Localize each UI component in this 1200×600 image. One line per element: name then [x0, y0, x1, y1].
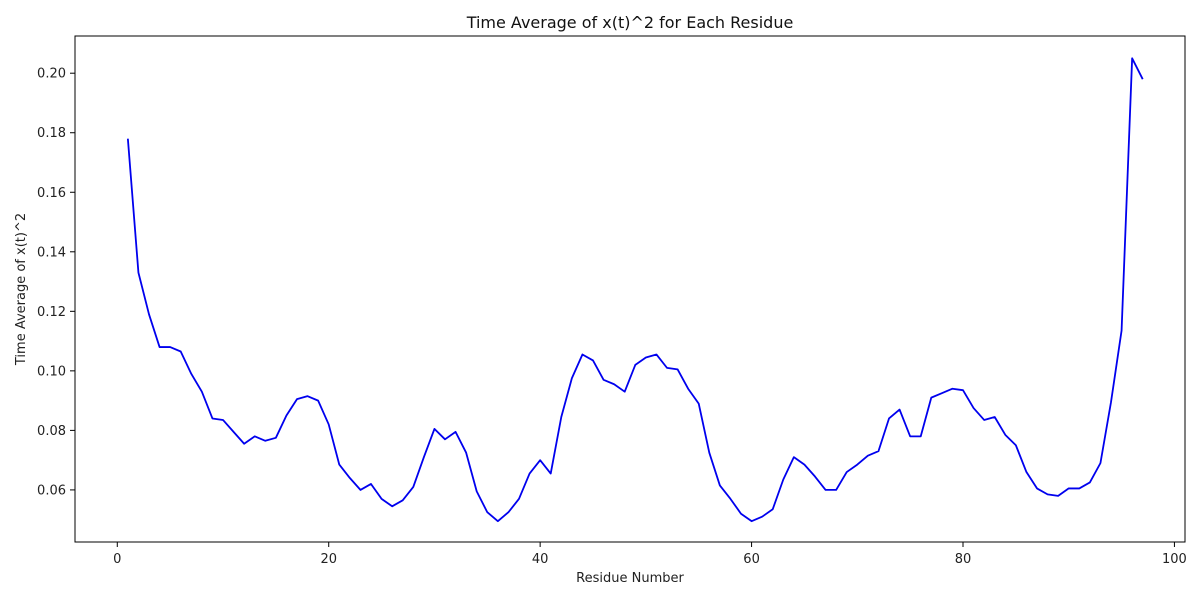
- series-line: [126, 57, 1144, 523]
- chart-title: Time Average of x(t)^2 for Each Residue: [466, 13, 794, 32]
- x-tick-label: 80: [955, 552, 972, 567]
- x-axis: 0 20 40 60 80 100: [113, 542, 1187, 567]
- y-tick-label: 0.06: [37, 483, 66, 498]
- y-tick-label: 0.14: [37, 245, 66, 260]
- x-tick-label: 20: [320, 552, 337, 567]
- x-tick-label: 40: [532, 552, 549, 567]
- series-group: [126, 57, 1144, 523]
- y-tick-label: 0.08: [37, 424, 66, 439]
- y-axis: 0.06 0.08 0.10 0.12 0.14 0.16 0.18 0.20: [37, 67, 75, 498]
- x-tick-label: 100: [1162, 552, 1187, 567]
- y-tick-label: 0.16: [37, 186, 66, 201]
- x-axis-label: Residue Number: [576, 571, 684, 586]
- x-tick-label: 60: [743, 552, 760, 567]
- y-tick-label: 0.18: [37, 126, 66, 141]
- plot-area: [74, 35, 1186, 543]
- y-axis-label: Time Average of x(t)^2: [14, 213, 29, 366]
- y-tick-label: 0.12: [37, 305, 66, 320]
- y-tick-label: 0.10: [37, 364, 66, 379]
- x-tick-label: 0: [113, 552, 121, 567]
- y-tick-label: 0.20: [37, 67, 66, 82]
